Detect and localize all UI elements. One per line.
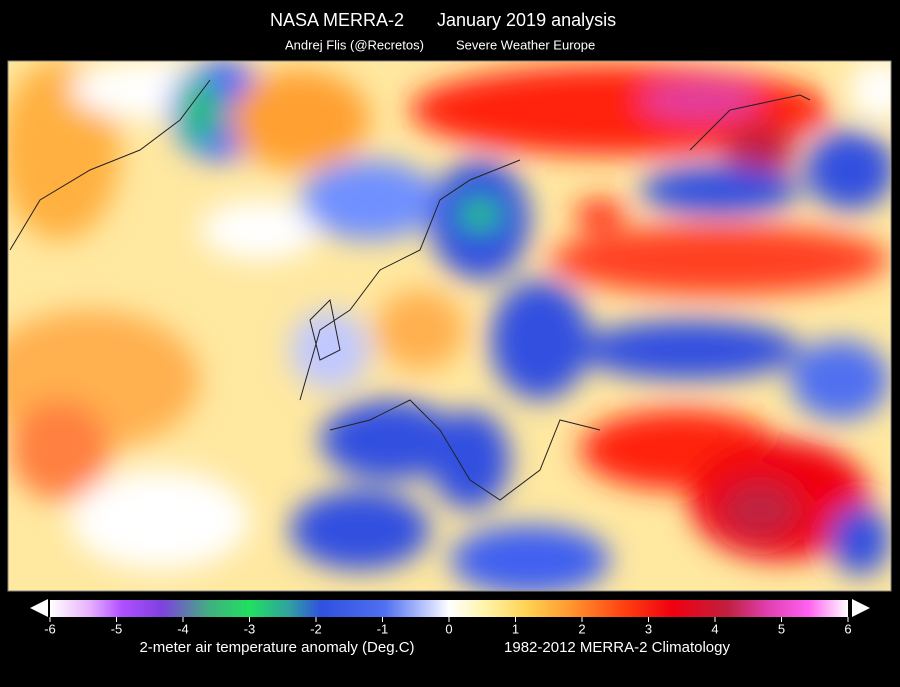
source: Severe Weather Europe <box>456 37 595 52</box>
colorbar-tick-label: -2 <box>310 621 322 636</box>
period: January 2019 analysis <box>437 10 616 30</box>
colorbar-tick-label: 5 <box>778 621 785 636</box>
colorbar-tick-label: -6 <box>44 621 56 636</box>
colorbar-tick-label: 3 <box>645 621 652 636</box>
colorbar-tick-label: -5 <box>111 621 123 636</box>
colorbar-tick-label: 0 <box>445 621 452 636</box>
colorbar-tick-label: 4 <box>711 621 718 636</box>
title: NASA MERRA-2 <box>270 10 404 30</box>
coastlines <box>9 79 811 501</box>
colorbar <box>50 600 848 617</box>
colorbar-tick-label: 1 <box>512 621 519 636</box>
colorbar-arrow-left <box>30 599 48 617</box>
anomaly-map <box>8 61 891 591</box>
author: Andrej Flis (@Recretos) <box>285 37 424 52</box>
colorbar-arrow-right <box>852 599 870 617</box>
colorbar-tick-label: 6 <box>844 621 851 636</box>
climatology-label: 1982-2012 MERRA-2 Climatology <box>504 639 730 656</box>
colorbar-tick-label: 2 <box>578 621 585 636</box>
colorbar-tick-label: -4 <box>177 621 189 636</box>
map-frame <box>7 60 892 592</box>
colorbar-tick-label: -3 <box>244 621 256 636</box>
colorbar-tick-label: -1 <box>377 621 389 636</box>
colorbar-label: 2-meter air temperature anomaly (Deg.C) <box>139 639 414 656</box>
